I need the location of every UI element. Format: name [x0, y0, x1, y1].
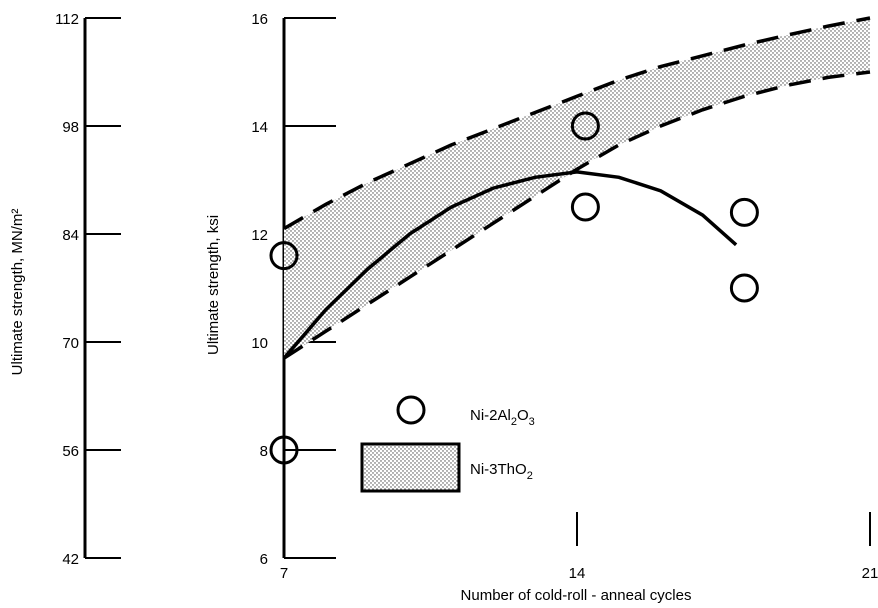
- primary-y-tick-label: 16: [251, 11, 268, 28]
- secondary-y-axis-label: Ultimate strength, MN/m²: [9, 209, 26, 376]
- primary-y-tick-label: 14: [251, 119, 268, 136]
- x-axis-label: Number of cold-roll - anneal cycles: [461, 587, 692, 604]
- primary-y-tick-label: 8: [260, 443, 268, 460]
- secondary-y-tick-label: 42: [62, 551, 79, 568]
- legend-label-ni-tho2: Ni-3ThO2: [470, 461, 533, 482]
- data-point-ni-al2o3: [729, 273, 759, 303]
- data-point-ni-al2o3: [269, 241, 299, 271]
- legend-marker-band: [360, 442, 461, 493]
- data-point-ni-al2o3: [269, 435, 299, 465]
- band-layer: [283, 16, 871, 360]
- x-tick-label: 21: [862, 565, 878, 582]
- data-point-ni-al2o3: [570, 111, 600, 141]
- legend-label-ni-al2o3: Ni-2Al2O3: [470, 407, 535, 428]
- secondary-y-tick-label: 98: [62, 119, 79, 136]
- x-tick-label: 14: [569, 565, 586, 582]
- point-layer: [269, 111, 759, 465]
- secondary-y-axis: 42 56 70 84 98 112: [55, 11, 121, 568]
- secondary-y-tick-label: 112: [55, 11, 79, 28]
- band-fill-ni-tho2: [284, 18, 870, 359]
- x-tick-label: 7: [280, 565, 288, 582]
- secondary-y-tick-label: 56: [62, 443, 79, 460]
- data-point-ni-al2o3: [729, 197, 759, 227]
- primary-y-tick-label: 6: [260, 551, 268, 568]
- band-upper-bound: [283, 16, 871, 231]
- trend-curve-ni-al2o3: [282, 170, 738, 360]
- primary-y-tick-label: 12: [251, 227, 268, 244]
- legend-marker-circle: [396, 395, 426, 425]
- data-point-ni-al2o3: [570, 192, 600, 222]
- curve-layer: [282, 170, 738, 360]
- x-axis: 7 14 21: [280, 512, 878, 582]
- band-lower-bound: [283, 70, 871, 360]
- legend: Ni-2Al2O3 Ni-3ThO2: [360, 395, 535, 493]
- secondary-y-tick-label: 70: [62, 335, 79, 352]
- primary-y-axis-label: Ultimate strength, ksi: [205, 215, 222, 355]
- primary-y-tick-label: 10: [251, 335, 268, 352]
- secondary-y-tick-label: 84: [62, 227, 79, 244]
